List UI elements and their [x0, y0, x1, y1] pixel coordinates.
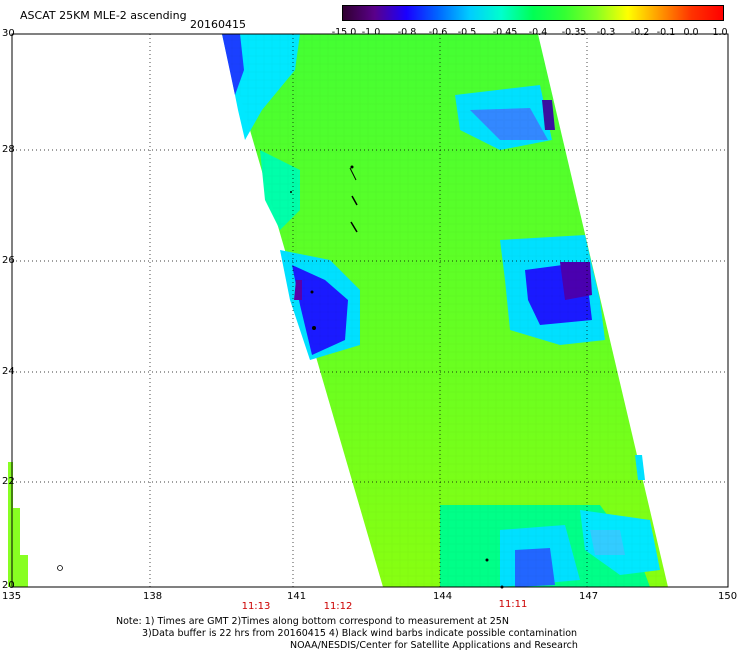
footnote: NOAA/NESDIS/Center for Satellite Applica… [290, 640, 578, 651]
swath-grid [222, 34, 668, 587]
plot-border [11, 33, 729, 588]
lat-label: 26 [2, 255, 15, 266]
colorbar [342, 5, 724, 21]
colorbar-label: -0.8 [397, 27, 417, 38]
lon-label: 141 [287, 591, 307, 602]
colorbar-label: -15.0 [331, 27, 357, 38]
colorbar-label: -0.5 [457, 27, 477, 38]
wind-barbs [57, 165, 504, 589]
colorbar-label: 0.0 [683, 27, 699, 38]
lon-label: 147 [579, 591, 599, 602]
colorbar-label: -0.2 [630, 27, 650, 38]
time-label: 11:11 [498, 599, 528, 610]
swath-patch [8, 462, 28, 587]
colorbar-label: 1.0 [712, 27, 728, 38]
footnote: 3)Data buffer is 22 hrs from 20160415 4)… [142, 628, 578, 639]
map-title: ASCAT 25KM MLE-2 ascending [20, 9, 187, 22]
colorbar-label: -0.4 [528, 27, 548, 38]
grid-lines [12, 34, 728, 587]
colorbar-label: -0.3 [596, 27, 616, 38]
lon-label: 138 [143, 591, 163, 602]
lat-label: 30 [2, 28, 15, 39]
lat-label: 24 [2, 366, 15, 377]
time-label: 11:12 [323, 601, 353, 612]
lon-label: 135 [2, 591, 22, 602]
lon-label: 150 [718, 591, 738, 602]
lat-label: 20 [2, 580, 15, 591]
colorbar-label: -1.0 [361, 27, 381, 38]
colorbar-label: -0.1 [656, 27, 676, 38]
colorbar-label: -0.35 [561, 27, 587, 38]
colorbar-label: -0.45 [492, 27, 518, 38]
time-label: 11:13 [241, 601, 271, 612]
lat-label: 22 [2, 476, 15, 487]
map-date: 20160415 [190, 18, 246, 31]
lat-label: 28 [2, 144, 15, 155]
lon-label: 144 [433, 591, 453, 602]
footnote: Note: 1) Times are GMT 2)Times along bot… [116, 616, 509, 627]
colorbar-label: -0.6 [428, 27, 448, 38]
